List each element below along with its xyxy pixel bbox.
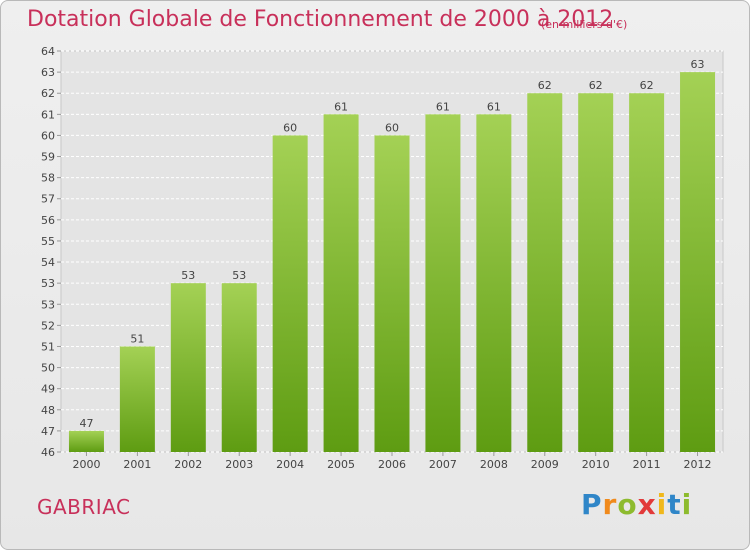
data-label: 61	[334, 100, 348, 113]
x-tick-label: 2007	[429, 458, 457, 471]
logo-letter: i	[681, 488, 693, 521]
commune-name: GABRIAC	[37, 495, 131, 519]
bar	[680, 72, 716, 453]
y-tick-label: 64	[41, 45, 55, 58]
y-tick-label: 53	[41, 298, 55, 311]
y-tick-label: 54	[41, 256, 55, 269]
data-label: 53	[232, 269, 246, 282]
chart-title: Dotation Globale de Fonctionnement de 20…	[27, 7, 614, 32]
x-tick-label: 2012	[684, 458, 712, 471]
y-tick-label: 61	[41, 108, 55, 121]
x-tick-label: 2010	[582, 458, 610, 471]
logo-letter: o	[617, 488, 638, 521]
x-tick-label: 2009	[531, 458, 559, 471]
y-tick-label: 57	[41, 193, 55, 206]
y-tick-label: 51	[41, 340, 55, 353]
data-label: 62	[538, 79, 552, 92]
y-tick-label: 47	[41, 425, 55, 438]
bar	[476, 114, 512, 452]
y-tick-label: 53	[41, 277, 55, 290]
x-tick-label: 2006	[378, 458, 406, 471]
data-label: 60	[283, 121, 297, 134]
y-tick-label: 52	[41, 319, 55, 332]
bar	[578, 93, 614, 453]
bar	[374, 135, 410, 452]
x-tick-label: 2002	[174, 458, 202, 471]
data-label: 61	[487, 100, 501, 113]
data-label: 53	[181, 269, 195, 282]
y-tick-label: 49	[41, 383, 55, 396]
x-tick-label: 2011	[633, 458, 661, 471]
y-tick-label: 59	[41, 151, 55, 164]
data-label: 61	[436, 100, 450, 113]
logo-letter: t	[667, 488, 682, 521]
y-tick-label: 46	[41, 446, 55, 459]
data-label: 60	[385, 121, 399, 134]
x-tick-label: 2005	[327, 458, 355, 471]
y-tick-label: 50	[41, 362, 55, 375]
logo-letter: i	[656, 488, 668, 521]
data-label: 47	[79, 417, 93, 430]
data-label: 62	[589, 79, 603, 92]
y-tick-label: 58	[41, 172, 55, 185]
data-label: 63	[691, 58, 705, 71]
bar	[425, 114, 461, 452]
y-tick-label: 56	[41, 214, 55, 227]
chart-subtitle: (en milliers d'€)	[541, 18, 628, 31]
logo-letter: x	[637, 488, 657, 521]
x-tick-label: 2008	[480, 458, 508, 471]
logo-letter: P	[581, 488, 603, 521]
bar	[629, 93, 665, 453]
y-tick-label: 63	[41, 66, 55, 79]
data-label: 51	[130, 332, 144, 345]
bar	[119, 346, 155, 452]
x-tick-label: 2001	[123, 458, 151, 471]
data-label: 62	[640, 79, 654, 92]
x-tick-label: 2004	[276, 458, 304, 471]
y-tick-label: 62	[41, 87, 55, 100]
bar	[221, 283, 257, 452]
y-tick-label: 55	[41, 235, 55, 248]
bar	[272, 135, 308, 452]
x-tick-label: 2000	[72, 458, 100, 471]
bar	[170, 283, 206, 452]
bar	[68, 430, 104, 452]
y-tick-label: 48	[41, 404, 55, 417]
proxiti-logo: Proxiti	[581, 488, 692, 521]
bar	[323, 114, 359, 452]
x-tick-label: 2003	[225, 458, 253, 471]
bar	[527, 93, 563, 453]
logo-letter: r	[602, 488, 618, 521]
y-tick-label: 60	[41, 129, 55, 142]
